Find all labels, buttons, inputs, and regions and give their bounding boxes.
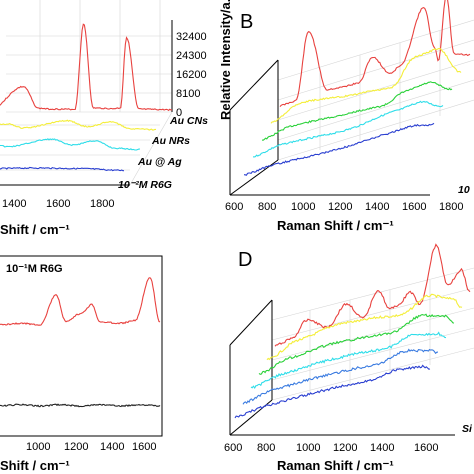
panel-a-series [0,23,173,172]
panel-b-axes [229,59,430,196]
spectrum-line [274,243,471,347]
x-tick-label: 1800 [90,198,114,210]
x-tick-label: 1200 [328,201,352,213]
panel-a-x-ticks: 1400 1600 1800 [2,198,114,210]
x-tick-label: 1600 [46,198,70,210]
x-axis-label: Raman Shift / cm⁻¹ [277,458,394,473]
panel-a-axes [0,20,173,186]
panel-d: D Si 600 800 1000 1200 1400 1600 Raman S… [224,243,474,473]
x-tick-label: 1000 [26,441,50,453]
panel-c-series [0,277,161,408]
spectrum-line [242,348,439,405]
x-tick-label: 1200 [64,441,88,453]
x-tick-label: 600 [224,442,242,454]
x-tick-label: 1600 [414,442,438,454]
series-label: Au @ Ag [137,156,182,168]
spectrum-line [270,47,462,124]
spectrum-line [258,313,455,375]
x-tick-label: 1600 [402,201,426,213]
series-label: 10⁻²M R6G [118,179,172,191]
panel-label: D [238,249,252,271]
x-tick-label: 1600 [132,441,156,453]
panel-a-series-labels: Au CNs Au NRs Au @ Ag 10⁻²M R6G [118,115,208,191]
panel-a: 32400 24300 16200 8100 0 Relative Intens… [0,0,233,237]
annotation-text: 10⁻¹M R6G [6,263,63,275]
x-tick-label: 800 [257,442,275,454]
x-axis-label: Shift / cm⁻¹ [0,458,70,473]
spectrum-line [234,364,431,419]
spectrum-line [252,100,444,158]
spectrum-line [266,293,463,361]
x-tick-label: 1200 [333,442,357,454]
z-tick-label: 0 [176,107,182,119]
x-tick-label: 600 [225,201,243,213]
panel-b: B 10 600 800 1000 1200 1400 1600 1800 Ra… [225,0,474,233]
spectrum-line [250,331,447,390]
z-tick-label: 16200 [176,69,207,81]
z-axis-label: Relative Intensity/a.u. [218,0,233,120]
x-tick-label: 1400 [100,441,124,453]
panel-label: B [240,11,253,33]
panel-c-x-ticks: 1000 1200 1400 1600 [26,441,156,453]
x-tick-label: 800 [258,201,276,213]
panel-a-z-ticks: 32400 24300 16200 8100 0 [176,31,207,119]
panel-d-axes [229,299,455,436]
x-tick-label: 1000 [296,442,320,454]
spectrum-line [243,122,435,176]
spectrum-line [0,119,156,131]
spectrum-line [0,166,124,172]
z-tick-label: 32400 [176,31,207,43]
series-label-partial: Si [462,423,473,435]
z-tick-label: 24300 [176,50,207,62]
series-label: Au NRs [151,135,190,147]
panel-d-x-ticks: 600 800 1000 1200 1400 1600 [224,442,438,454]
x-tick-label: 1800 [439,201,463,213]
panel-c-frame [0,255,163,437]
series-label: Au CNs [169,115,208,127]
x-tick-label: 1400 [365,201,389,213]
spectrum-line [0,138,141,151]
x-axis-label: Raman Shift / cm⁻¹ [277,218,394,233]
panel-c: 10⁻¹M R6G 1000 1200 1400 1600 Shift / cm… [0,255,163,473]
panel-b-x-ticks: 600 800 1000 1200 1400 1600 1800 [225,201,463,213]
spectrum-line [0,403,161,408]
x-tick-label: 1400 [2,198,26,210]
panel-b-series [243,0,471,176]
spectrum-line [279,0,471,107]
z-tick-label: 8100 [176,88,200,100]
spectrum-line [0,277,161,326]
panel-d-series [234,243,471,419]
spectrum-line [0,23,173,112]
series-label-partial: 10 [458,184,470,196]
x-tick-label: 1400 [370,442,394,454]
spectrum-line [261,81,453,141]
x-axis-label: Shift / cm⁻¹ [0,222,70,237]
x-tick-label: 1000 [291,201,315,213]
